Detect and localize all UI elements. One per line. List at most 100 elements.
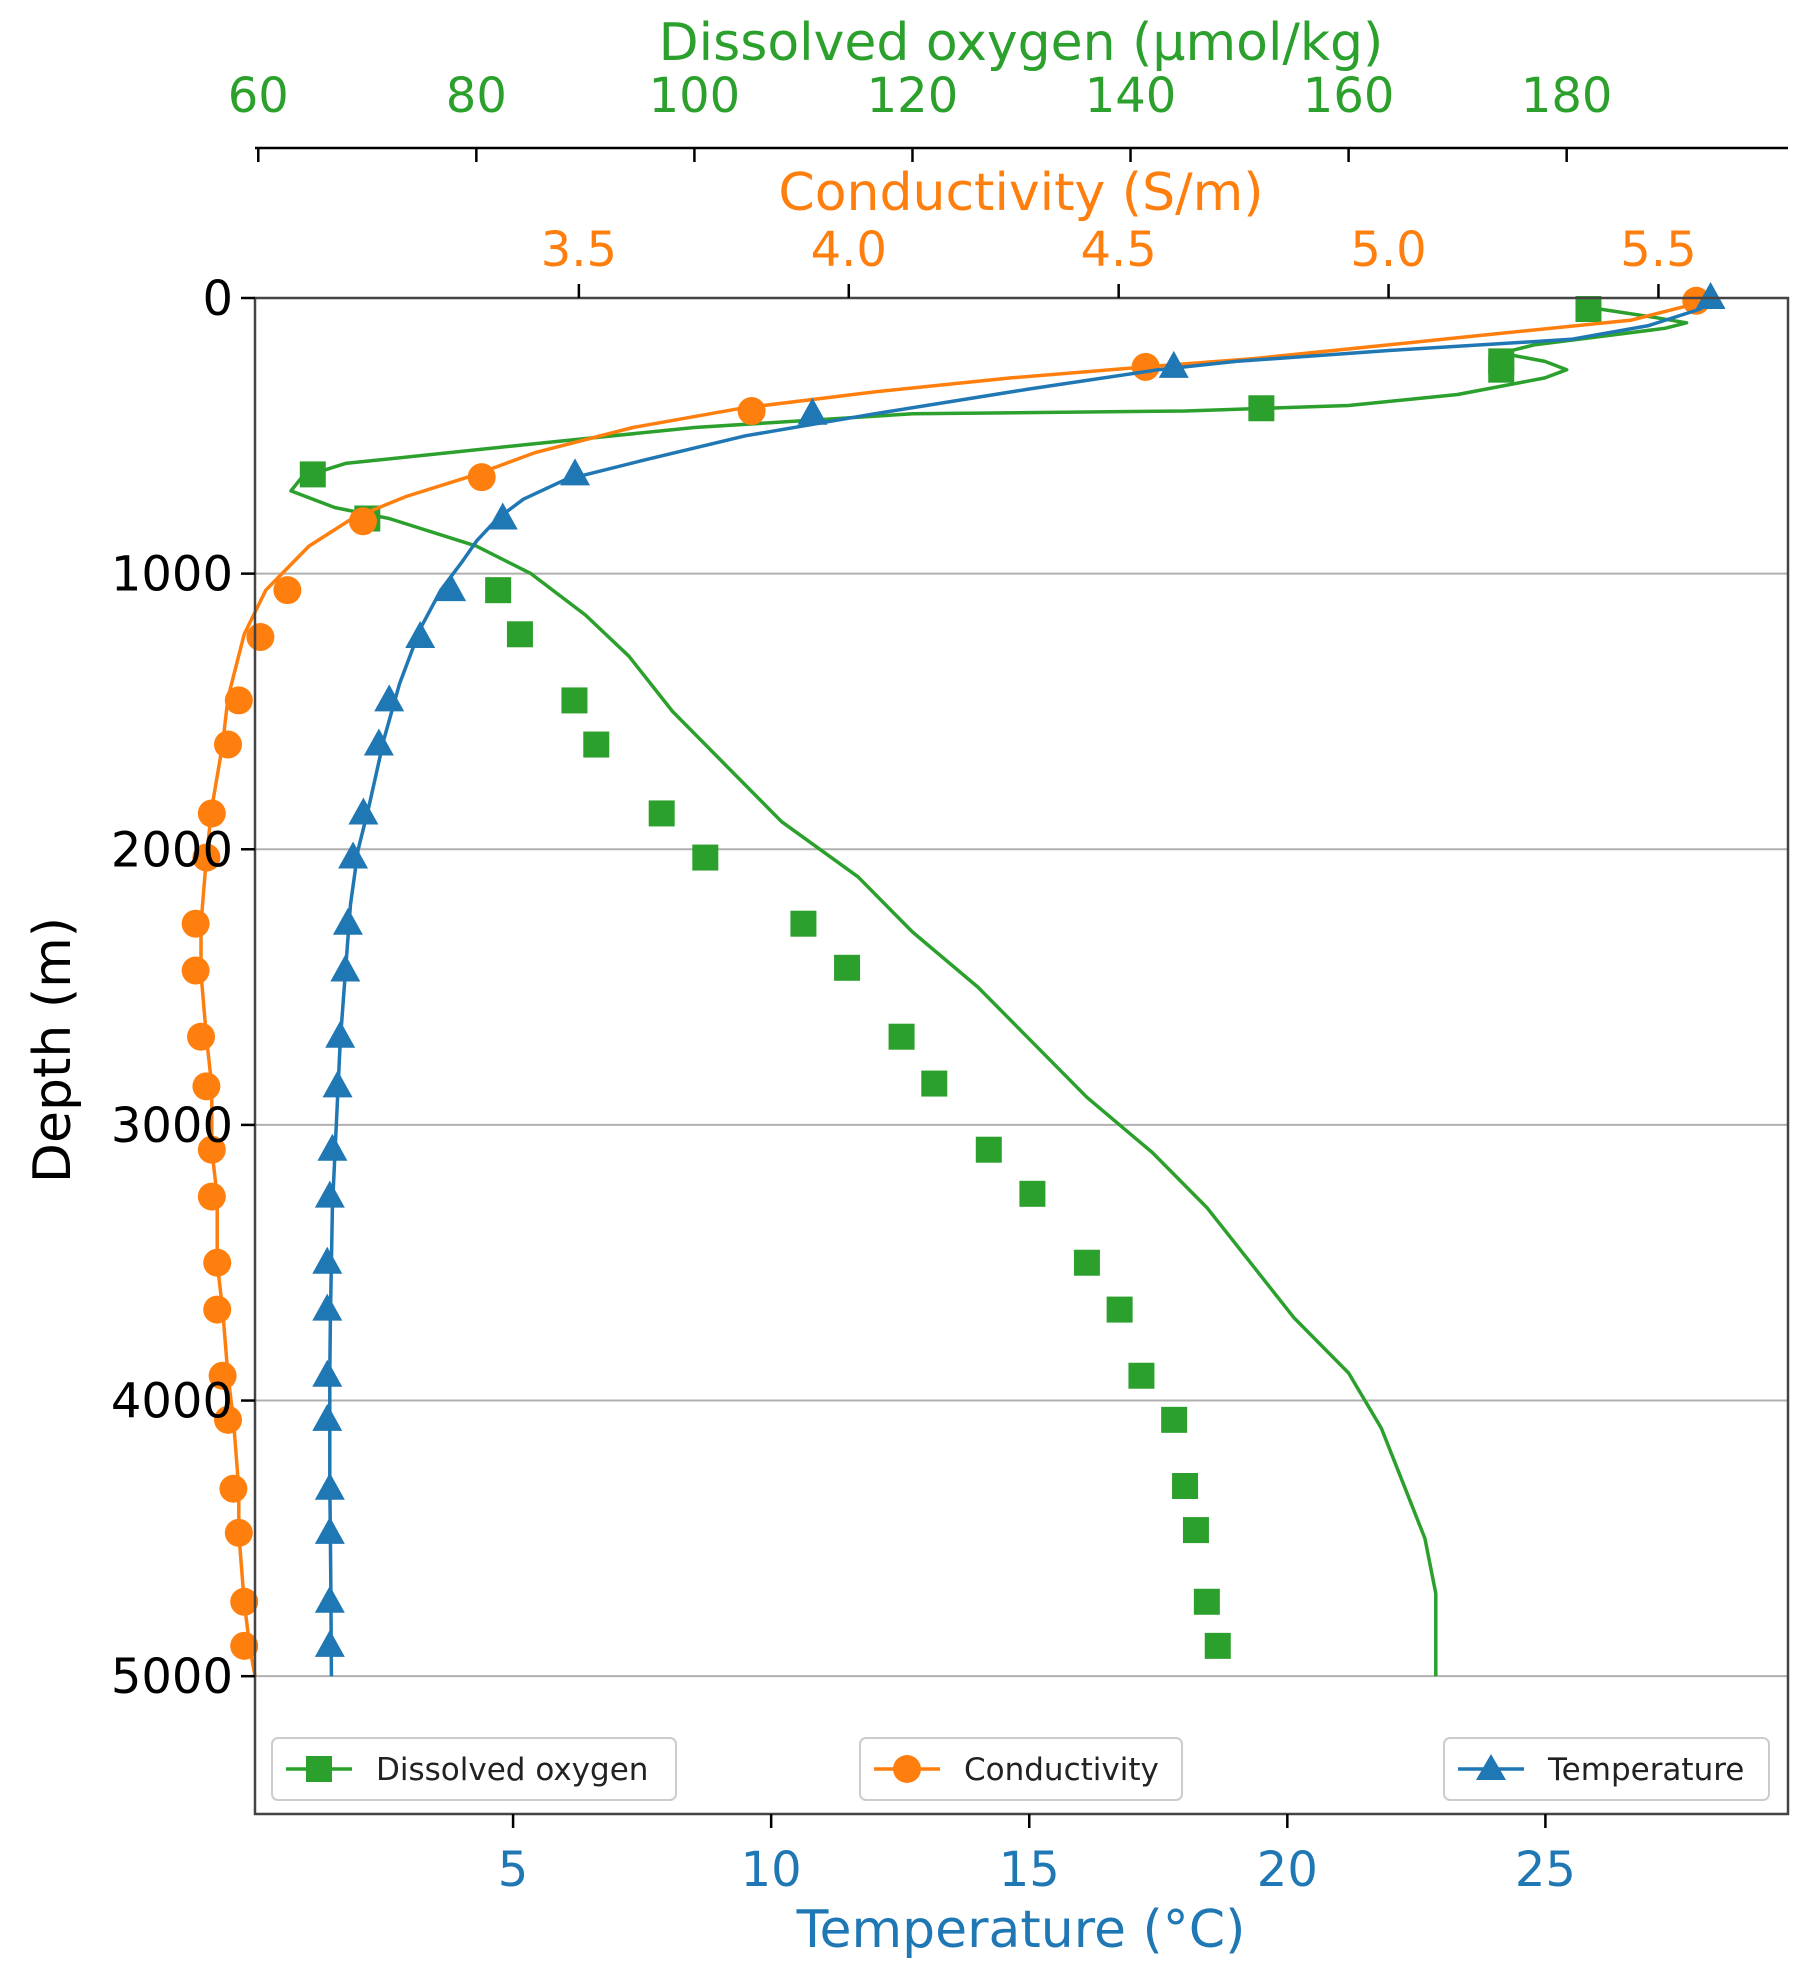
oxygen-tick-label: 180 — [1521, 68, 1613, 124]
conductivity-tick-label: 3.5 — [541, 222, 617, 278]
temperature-marker — [348, 797, 379, 825]
series-temperature — [312, 282, 1726, 1677]
legend-box-temperature — [1443, 1737, 1770, 1801]
temperature-marker — [314, 1472, 345, 1500]
dissolved-oxygen-marker — [1204, 1632, 1231, 1659]
temperature-marker — [797, 397, 828, 425]
dissolved-oxygen-line — [289, 307, 1689, 1677]
depth-tick-label: 0 — [202, 271, 233, 327]
temperature-marker — [405, 621, 436, 649]
legend-box-oxygen — [271, 1737, 677, 1801]
temperature-tick-label: 25 — [1515, 1842, 1576, 1898]
conductivity-marker — [187, 1022, 216, 1051]
dissolved-oxygen-marker — [1161, 1406, 1188, 1433]
dissolved-oxygen-marker — [561, 687, 588, 714]
conductivity-tick-label: 4.5 — [1080, 222, 1156, 278]
temperature-marker — [314, 1516, 345, 1544]
oxygen-tick-label: 160 — [1303, 68, 1395, 124]
legend-label-oxygen: Dissolved oxygen — [376, 1752, 648, 1788]
temperature-marker — [332, 907, 363, 935]
depth-tick-label: 1000 — [111, 547, 233, 603]
conductivity-marker — [181, 956, 210, 985]
legend-circle-marker — [893, 1755, 921, 1783]
conductivity-marker — [467, 463, 496, 492]
conductivity-tick-label: 5.0 — [1350, 222, 1426, 278]
temperature-tick-label: 5 — [498, 1842, 529, 1898]
conductivity-marker — [197, 1182, 226, 1211]
conductivity-marker — [246, 623, 275, 652]
conductivity-marker — [192, 1072, 221, 1101]
dissolved-oxygen-marker — [506, 621, 533, 648]
temperature-marker — [560, 458, 591, 486]
conductivity-marker — [273, 576, 302, 605]
series-conductivity — [181, 286, 1711, 1677]
temperature-marker — [325, 1020, 356, 1048]
temperature-marker — [314, 1180, 345, 1208]
depth-tick-label: 4000 — [111, 1374, 233, 1430]
oxygen-tick-label: 80 — [446, 68, 507, 124]
dissolved-oxygen-marker — [1248, 395, 1275, 422]
conductivity-marker — [348, 507, 377, 536]
axis-ticks: 0 1000 2000 3000 4000 5000 5 10 15 20 25 3.5 4.0 4.5 5… — [111, 68, 1697, 1898]
legend-item-oxygen: Dissolved oxygen — [271, 1737, 677, 1801]
temperature-marker — [330, 954, 361, 982]
conductivity-marker — [208, 1361, 237, 1390]
depth-axis-title: Depth (m) — [23, 917, 83, 1183]
legend: Dissolved oxygen Conductivity Temperatur… — [271, 1737, 1770, 1801]
legend-item-conductivity: Conductivity — [859, 1737, 1183, 1801]
plot-frame — [253, 296, 1790, 1816]
oxygen-tick-label: 140 — [1085, 68, 1177, 124]
series-dissolved-oxygen — [289, 296, 1689, 1677]
conductivity-marker — [1131, 352, 1160, 381]
temperature-marker — [314, 1585, 345, 1613]
temperature-marker — [312, 1359, 343, 1387]
depth-tick-label: 3000 — [111, 1098, 233, 1154]
dissolved-oxygen-marker — [921, 1070, 948, 1097]
conductivity-marker — [197, 799, 226, 828]
dissolved-oxygen-marker — [1019, 1180, 1046, 1207]
grid-lines — [255, 572, 1788, 1678]
dissolved-oxygen-marker — [1488, 356, 1515, 383]
temperature-marker — [322, 1070, 353, 1098]
dissolved-oxygen-marker — [888, 1023, 915, 1050]
dissolved-oxygen-marker — [1172, 1472, 1199, 1499]
conductivity-marker — [203, 1295, 232, 1324]
depth-tick-label: 2000 — [111, 822, 233, 878]
depth-tick-label: 5000 — [111, 1649, 233, 1705]
dissolved-oxygen-marker — [1073, 1249, 1100, 1276]
conductivity-marker — [192, 843, 221, 872]
legend-label-temperature: Temperature — [1547, 1752, 1744, 1788]
conductivity-marker — [224, 1518, 253, 1547]
temperature-tick-label: 15 — [999, 1842, 1060, 1898]
conductivity-marker — [224, 686, 253, 715]
temperature-marker — [317, 1133, 348, 1161]
dissolved-oxygen-marker — [583, 731, 610, 758]
temperature-marker — [487, 502, 518, 530]
dissolved-oxygen-marker — [1182, 1517, 1209, 1544]
conductivity-tick-label: 4.0 — [811, 222, 887, 278]
conductivity-marker — [214, 730, 243, 759]
legend-box-conductivity — [859, 1737, 1183, 1801]
legend-square-marker — [306, 1756, 332, 1782]
temperature-marker — [312, 1293, 343, 1321]
oxygen-tick-label: 60 — [228, 68, 289, 124]
temperature-marker — [312, 1403, 343, 1431]
dissolved-oxygen-marker — [1128, 1362, 1155, 1389]
dissolved-oxygen-marker — [975, 1136, 1002, 1163]
dissolved-oxygen-marker — [1575, 296, 1602, 323]
dissolved-oxygen-marker — [648, 800, 675, 827]
legend-label-conductivity: Conductivity — [964, 1752, 1159, 1788]
dissolved-oxygen-marker — [790, 910, 817, 937]
temperature-marker — [338, 841, 369, 869]
temperature-marker — [374, 684, 405, 712]
conductivity-marker — [214, 1405, 243, 1434]
conductivity-marker — [197, 1135, 226, 1164]
legend-triangle-marker — [1476, 1754, 1506, 1780]
dissolved-oxygen-marker — [834, 954, 861, 981]
dissolved-oxygen-marker — [299, 461, 326, 488]
conductivity-marker — [230, 1631, 259, 1660]
oxygen-tick-label: 100 — [649, 68, 741, 124]
conductivity-marker — [203, 1248, 232, 1277]
